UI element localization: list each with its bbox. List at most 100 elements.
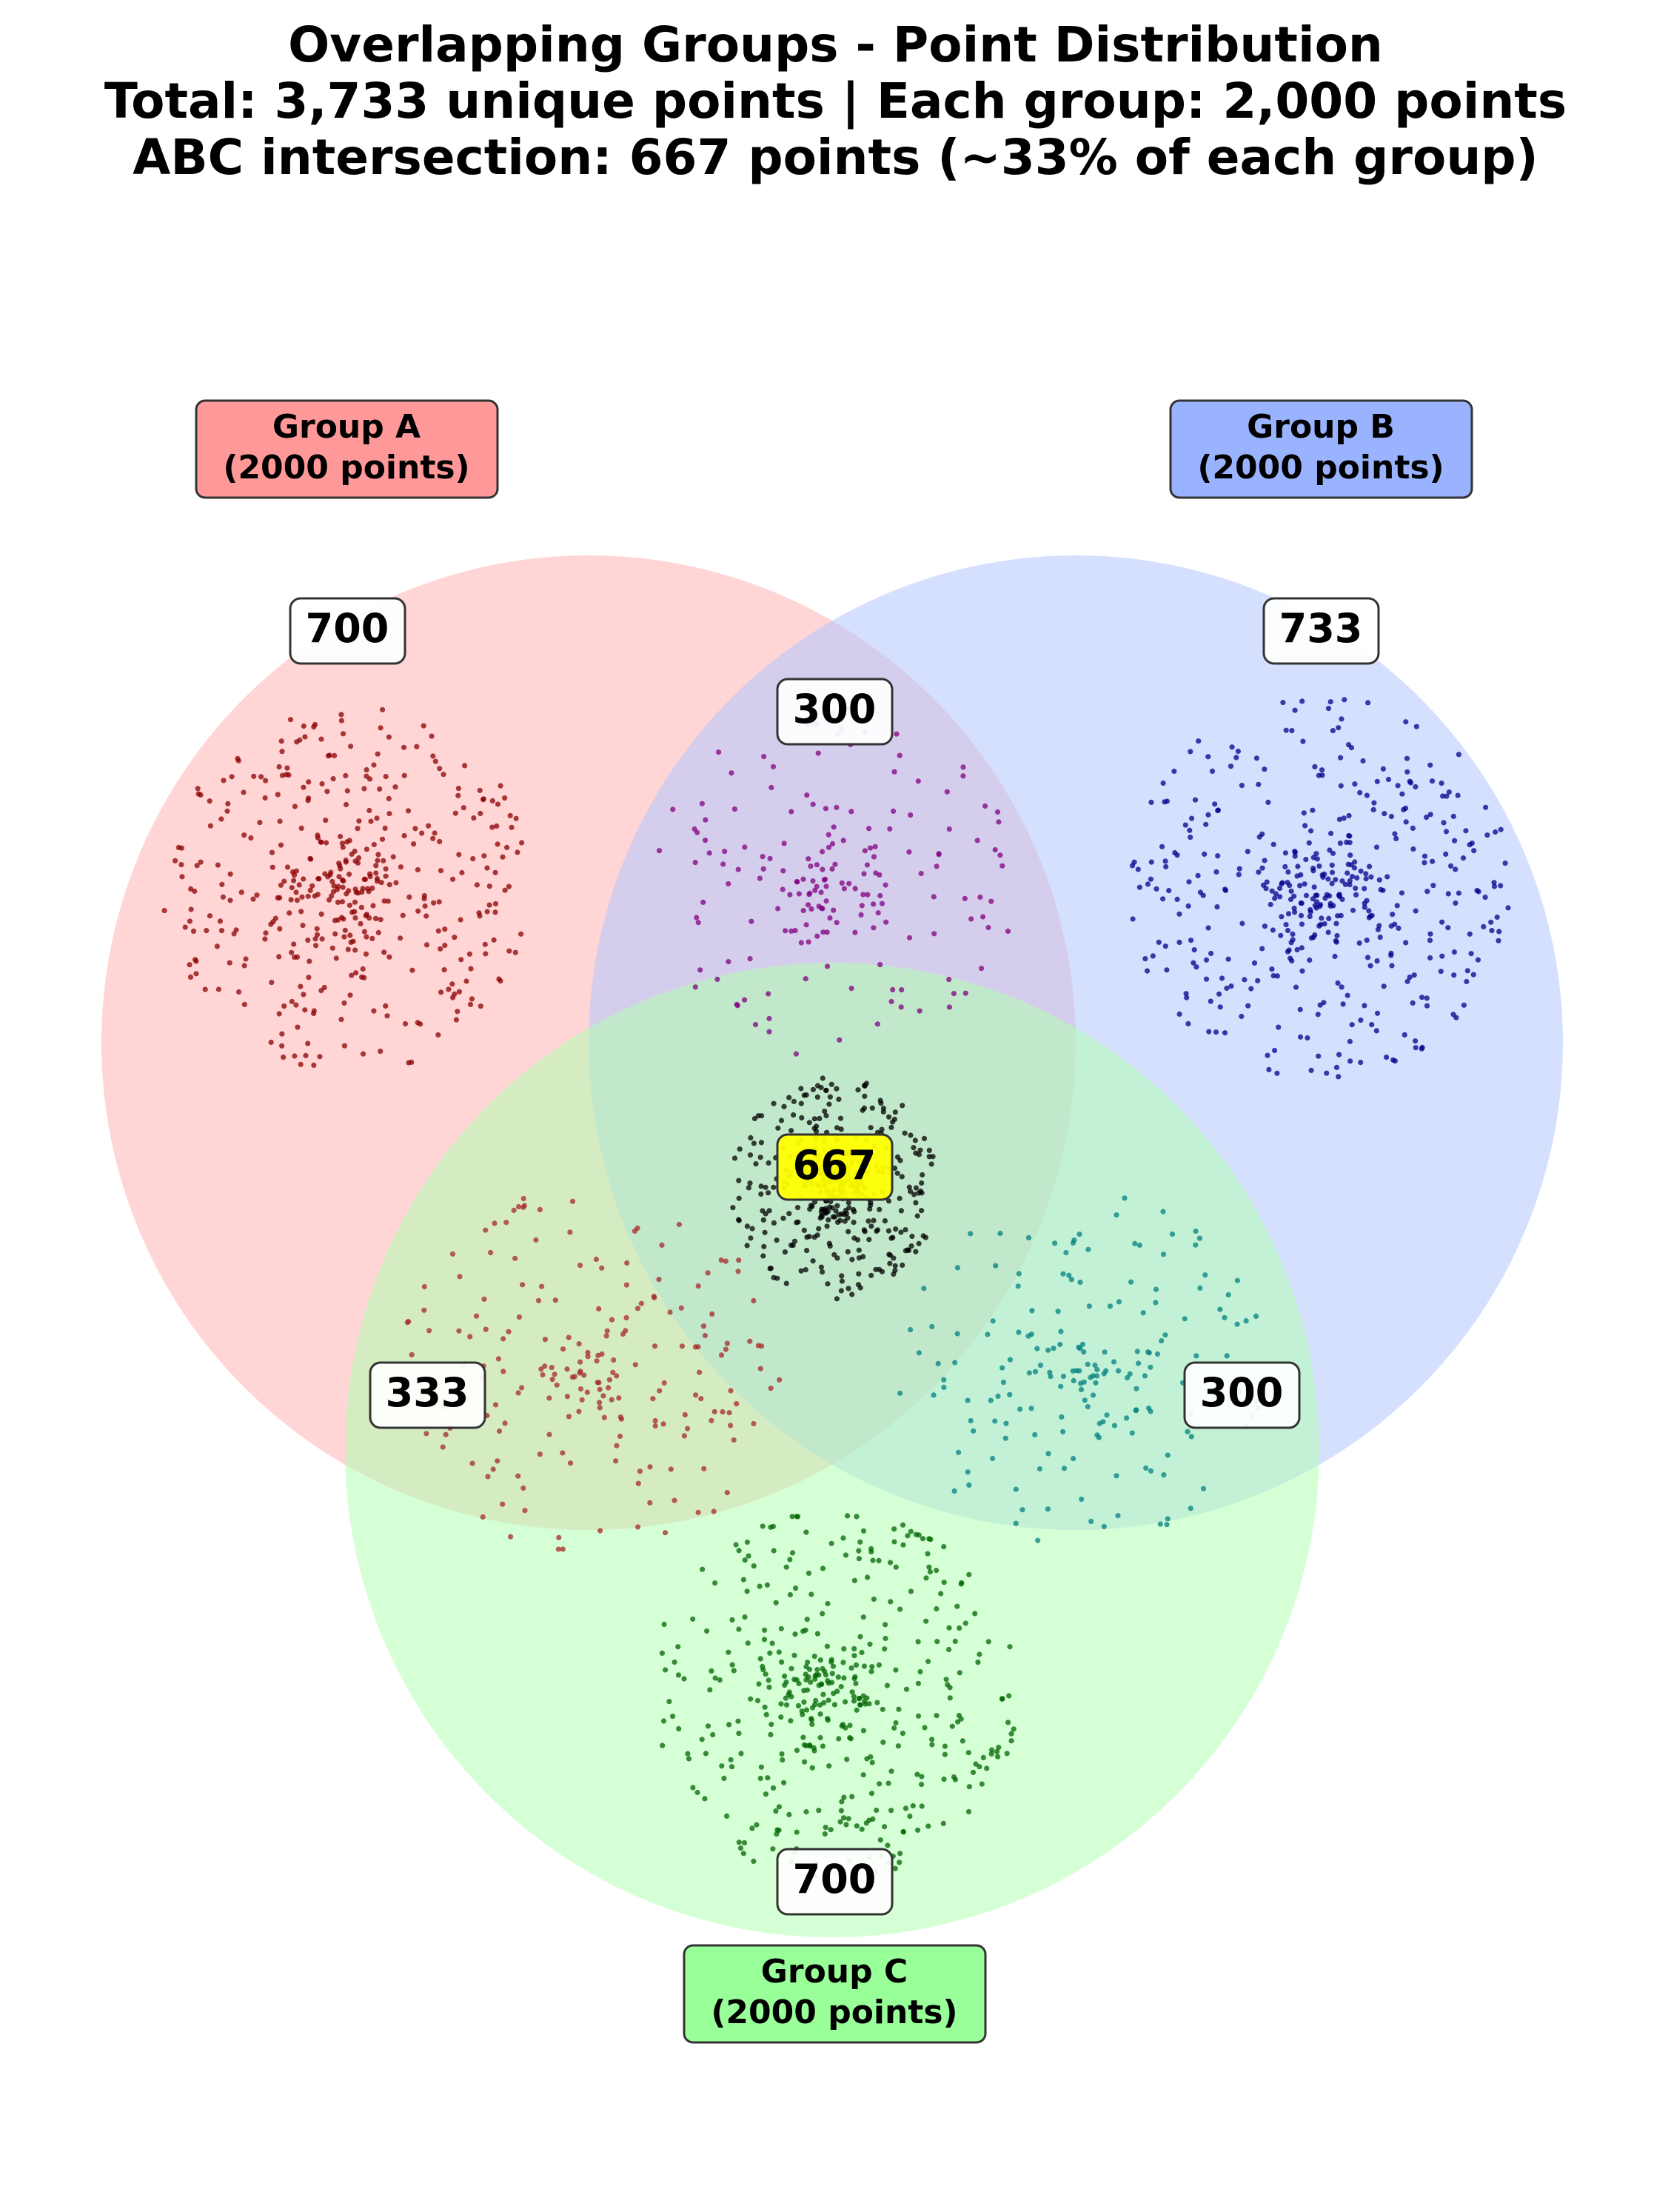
scatter-point [736, 1626, 742, 1632]
scatter-point [1162, 1332, 1168, 1338]
scatter-point [1034, 1346, 1040, 1351]
scatter-point [1236, 866, 1242, 872]
scatter-point [432, 758, 438, 764]
scatter-point [700, 1566, 706, 1572]
scatter-point [296, 882, 302, 888]
scatter-point [422, 903, 428, 909]
scatter-point [338, 915, 345, 920]
scatter-point [767, 855, 773, 861]
scatter-point [823, 806, 828, 812]
scatter-point [599, 1265, 605, 1271]
scatter-point [207, 798, 212, 804]
scatter-point [845, 1513, 851, 1519]
scatter-point [1357, 789, 1363, 795]
scatter-point [801, 1699, 807, 1705]
scatter-point [821, 1700, 827, 1705]
scatter-point [794, 1514, 800, 1520]
scatter-point [502, 887, 508, 893]
scatter-point [383, 866, 389, 872]
scatter-point [1212, 801, 1218, 807]
scatter-point [512, 1255, 518, 1261]
scatter-point [940, 1820, 946, 1826]
scatter-point [1262, 923, 1268, 929]
scatter-point [449, 981, 455, 987]
scatter-point [537, 1451, 543, 1457]
scatter-point [1489, 928, 1495, 934]
scatter-point [366, 776, 373, 782]
scatter-point [1298, 872, 1304, 878]
scatter-point [888, 1808, 894, 1814]
scatter-point [1063, 1249, 1069, 1256]
scatter-point [681, 1433, 688, 1439]
scatter-point [305, 938, 311, 943]
scatter-point [761, 754, 767, 760]
scatter-point [287, 910, 292, 916]
scatter-point [798, 1268, 804, 1274]
scatter-point [823, 1113, 829, 1119]
scatter-point [383, 873, 389, 879]
scatter-point [477, 787, 483, 793]
scatter-point [929, 1737, 935, 1742]
scatter-point [724, 1813, 730, 1819]
scatter-point [457, 1274, 463, 1280]
scatter-point [301, 876, 307, 882]
scatter-point [845, 1200, 851, 1206]
scatter-point [709, 1668, 714, 1674]
scatter-point [1410, 846, 1416, 852]
scatter-point [1370, 806, 1376, 812]
scatter-point [913, 1150, 919, 1156]
scatter-point [899, 987, 905, 993]
scatter-point [704, 1628, 710, 1634]
scatter-point [877, 1781, 883, 1787]
scatter-point [552, 1297, 558, 1303]
scatter-point [361, 975, 367, 980]
scatter-point [798, 940, 804, 946]
scatter-point [215, 862, 221, 868]
scatter-point [295, 1024, 301, 1030]
scatter-point [1299, 698, 1305, 704]
scatter-point [314, 932, 321, 938]
scatter-point [1273, 891, 1279, 897]
scatter-point [802, 1759, 808, 1765]
scatter-point [1013, 1520, 1019, 1526]
scatter-point [1313, 851, 1319, 857]
scatter-point [1259, 946, 1265, 952]
scatter-point [1384, 1055, 1390, 1060]
scatter-point [1136, 884, 1142, 890]
scatter-point [822, 1109, 828, 1115]
scatter-point [371, 1008, 377, 1014]
scatter-point [760, 1253, 766, 1259]
scatter-point [915, 778, 921, 784]
scatter-point [1101, 1371, 1107, 1377]
scatter-point [519, 840, 525, 846]
scatter-point [905, 1247, 912, 1254]
scatter-point [315, 832, 321, 838]
scatter-point [839, 1273, 845, 1279]
scatter-point [884, 1683, 890, 1688]
scatter-point [675, 1644, 681, 1650]
scatter-point [925, 1658, 931, 1665]
scatter-point [1456, 890, 1461, 896]
scatter-point [1144, 968, 1151, 974]
scatter-point [1071, 1377, 1076, 1383]
scatter-point [1336, 1074, 1342, 1080]
scatter-point [1055, 1309, 1061, 1314]
scatter-point [667, 1309, 673, 1315]
scatter-point [235, 758, 241, 763]
scatter-point [868, 1125, 874, 1131]
scatter-point [900, 1542, 906, 1548]
scatter-point [1288, 888, 1294, 894]
scatter-point [698, 1396, 704, 1402]
scatter-point [610, 1369, 616, 1375]
scatter-point [965, 1469, 971, 1475]
scatter-point [1332, 953, 1338, 960]
scatter-point [1185, 903, 1191, 909]
scatter-point [294, 954, 301, 960]
scatter-point [831, 824, 837, 830]
scatter-point [1287, 896, 1294, 903]
scatter-point [994, 809, 1001, 815]
scatter-point [1310, 868, 1316, 874]
scatter-point [832, 861, 838, 867]
count-a-only: 700 [289, 597, 406, 665]
scatter-point [1375, 926, 1381, 932]
